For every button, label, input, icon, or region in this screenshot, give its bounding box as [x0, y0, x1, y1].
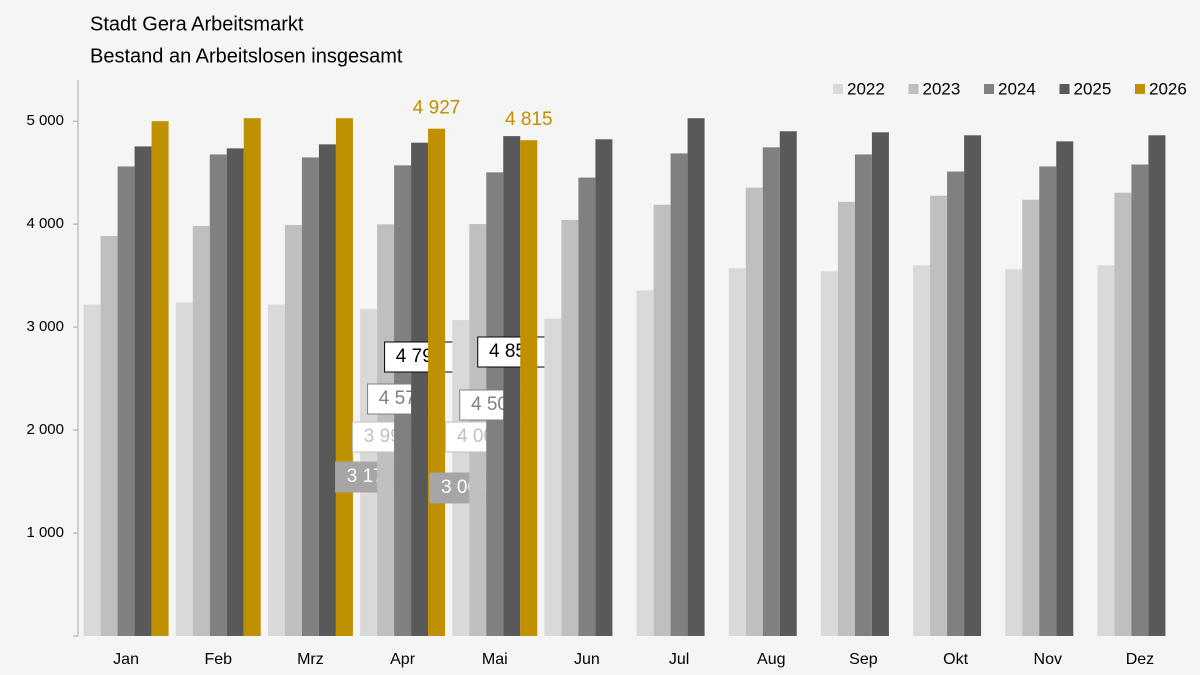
bar [561, 219, 579, 636]
chart-subtitle: Bestand an Arbeitslosen insgesamt [90, 45, 403, 67]
bar [728, 268, 746, 636]
bar [578, 177, 596, 636]
bar [687, 118, 705, 636]
bar [411, 142, 429, 636]
data-label: 4 815 [505, 109, 553, 130]
legend-label: 2022 [847, 79, 885, 98]
bar [544, 318, 562, 636]
bar [653, 204, 671, 636]
bar [913, 265, 931, 636]
x-tick-label: Aug [757, 651, 785, 668]
bar [428, 128, 446, 636]
y-tick-label: 5 000 [26, 112, 64, 129]
bar [745, 187, 763, 636]
legend-swatch [984, 84, 994, 94]
bar [1022, 199, 1040, 637]
x-tick-label: Apr [390, 651, 416, 668]
y-tick-label: 4 000 [26, 215, 64, 232]
bar [209, 154, 227, 637]
bar [1005, 269, 1023, 636]
bar [243, 118, 261, 636]
bar [83, 304, 101, 636]
y-tick-label: 1 000 [26, 524, 64, 541]
bar [1039, 166, 1057, 636]
legend-swatch [908, 84, 919, 94]
bar [1148, 135, 1166, 636]
chart-title: Stadt Gera Arbeitsmarkt [90, 13, 304, 35]
x-tick-label: Nov [1034, 651, 1062, 668]
bar [1097, 265, 1115, 636]
legend-swatch [833, 84, 843, 94]
bar [100, 235, 118, 636]
x-tick-label: Mrz [297, 651, 324, 668]
bar [871, 132, 889, 637]
x-tick-label: Jun [574, 651, 600, 668]
legend-label: 2024 [998, 79, 1036, 98]
x-tick-label: Feb [204, 651, 232, 668]
bar [318, 144, 336, 636]
bar [335, 118, 353, 636]
bar [1131, 164, 1149, 636]
x-tick-label: Sep [849, 651, 878, 668]
bar [1056, 141, 1074, 637]
bar [226, 148, 244, 636]
bar [267, 304, 285, 636]
bar [595, 139, 613, 636]
bar [301, 157, 319, 636]
bar [837, 201, 855, 637]
y-tick-label: 3 000 [26, 318, 64, 335]
x-tick-label: Jan [113, 651, 139, 668]
bar [779, 131, 797, 636]
bar [117, 166, 135, 636]
data-label: 4 927 [413, 98, 461, 119]
bar [1114, 192, 1132, 636]
bar [854, 154, 872, 637]
bar [947, 171, 965, 637]
legend-label: 2026 [1149, 79, 1187, 98]
x-tick-label: Dez [1126, 651, 1154, 668]
bar [636, 290, 654, 636]
bar [192, 226, 210, 637]
x-tick-label: Mai [482, 651, 508, 668]
legend-swatch [1135, 84, 1145, 94]
bar [762, 147, 780, 637]
bar [151, 121, 169, 637]
y-tick-label: 2 000 [26, 421, 64, 438]
bar [964, 135, 982, 636]
legend-swatch [1059, 84, 1070, 94]
x-tick-label: Okt [943, 651, 968, 668]
bar [503, 136, 521, 637]
bar [134, 146, 152, 636]
bar [175, 302, 193, 636]
legend-label: 2023 [923, 79, 961, 98]
bar [820, 271, 838, 636]
bar [284, 224, 302, 636]
bar [670, 153, 688, 636]
legend-label: 2025 [1074, 79, 1112, 98]
bar [520, 140, 538, 636]
x-tick-label: Jul [669, 651, 689, 668]
bar [930, 195, 948, 636]
